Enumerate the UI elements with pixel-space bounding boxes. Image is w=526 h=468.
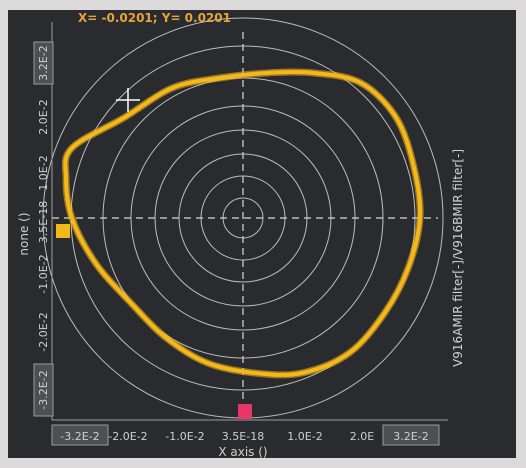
x-tick-label: 3.2E-2 bbox=[393, 430, 428, 443]
crosshair-cursor-icon[interactable] bbox=[116, 88, 140, 112]
y-tick-label: 3.2E-2 bbox=[37, 45, 50, 80]
y-position-marker[interactable] bbox=[56, 224, 70, 238]
x-tick-label: -3.2E-2 bbox=[60, 430, 99, 443]
x-tick-label: 2.0E bbox=[350, 430, 374, 443]
channel-label: V916AMIR filter[-]/V916BMIR filter[-] bbox=[451, 149, 465, 367]
photo-border-bottom bbox=[0, 458, 526, 468]
photo-border-top bbox=[0, 0, 526, 10]
x-tick-label: 1.0E-2 bbox=[287, 430, 322, 443]
y-tick-max-box bbox=[33, 41, 54, 85]
cursor-readout: X= -0.0201; Y= 0.0201 bbox=[78, 11, 231, 25]
y-tick-label: -1.0E-2 bbox=[37, 254, 50, 293]
x-axis-title: X axis () bbox=[218, 445, 267, 459]
signal-trace bbox=[63, 70, 423, 377]
x-tick-label: 3.5E-18 bbox=[222, 430, 264, 443]
y-tick-label: 2.0E-2 bbox=[37, 99, 50, 134]
photo-border-right bbox=[516, 0, 526, 468]
y-tick-label: 3.5E-18 bbox=[37, 201, 50, 243]
photo-border-left bbox=[0, 0, 8, 468]
x-tick-min-box bbox=[51, 424, 109, 446]
x-tick-max-box bbox=[382, 424, 440, 446]
y-tick-label: 1.0E-2 bbox=[37, 155, 50, 190]
y-tick-label: -2.0E-2 bbox=[37, 312, 50, 351]
y-tick-label: -3.2E-2 bbox=[37, 370, 50, 409]
trace-layer bbox=[61, 68, 424, 379]
x-tick-label: -1.0E-2 bbox=[165, 430, 204, 443]
y-axis-ticks: 3.2E-2 2.0E-2 1.0E-2 3.5E-18 -1.0E-2 -2.… bbox=[33, 41, 54, 417]
x-tick-label: -2.0E-2 bbox=[108, 430, 147, 443]
x-axis-ticks: -3.2E-2 -2.0E-2 -1.0E-2 3.5E-18 1.0E-2 2… bbox=[51, 424, 440, 446]
x-position-marker[interactable] bbox=[238, 404, 252, 419]
y-tick-min-box bbox=[33, 363, 54, 417]
y-axis-title: none () bbox=[17, 212, 31, 255]
